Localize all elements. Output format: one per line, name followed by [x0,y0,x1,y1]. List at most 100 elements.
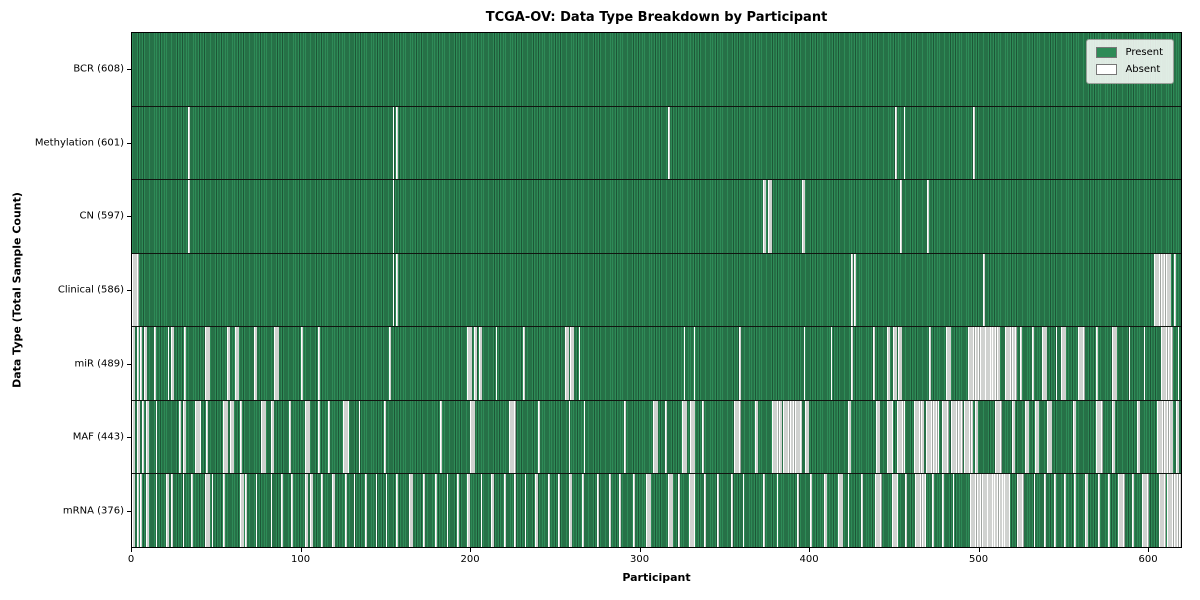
x-tick-mark [300,548,302,552]
absent-stripe [928,327,931,400]
y-tick-label: Clinical (586) [57,284,124,296]
absent-stripe [1035,400,1039,474]
absent-stripe [145,400,149,474]
legend: Present Absent [1086,39,1174,84]
absent-stripe [609,474,611,548]
absent-stripe [140,327,143,400]
absent-stripe [913,400,924,474]
present-swatch [1096,47,1118,58]
absent-stripe [240,400,242,474]
absent-stripe [145,474,149,548]
absent-stripe [690,400,696,474]
absent-stripe [874,474,882,548]
absent-stripe [972,106,975,180]
absent-stripe [582,474,584,548]
y-tick-label: MAF (443) [72,431,124,443]
absent-stripe [568,400,571,474]
absent-stripe [456,474,459,548]
absent-stripe [964,400,973,474]
y-tick-mark [127,216,131,218]
absent-stripe [331,474,336,548]
absent-stripe [1174,253,1176,327]
absent-stripe [994,400,1002,474]
absent-stripe [886,327,890,400]
absent-stripe [270,474,273,548]
absent-stripe [717,474,720,548]
absent-stripe [861,474,863,548]
row-band [132,179,1181,253]
absent-stripe [194,400,202,474]
absent-stripe [230,400,234,474]
absent-stripe [950,400,963,474]
absent-stripe [810,474,813,548]
absent-stripe [1118,474,1126,548]
row-band [132,399,1181,474]
absent-stripe [358,400,361,474]
absent-stripe [328,400,330,474]
absent-stripe [1153,253,1171,327]
absent-stripe [803,327,806,400]
absent-stripe [132,327,136,400]
absent-stripe [170,474,173,548]
absent-stripe [768,180,772,253]
absent-stripe [1047,400,1053,474]
absent-stripe [1177,327,1180,400]
absent-stripe [384,400,386,474]
absent-stripe [1108,474,1110,548]
x-tick-label: 200 [460,554,480,565]
absent-stripe [132,400,136,474]
absent-stripe [480,474,483,548]
legend-entry-present: Present [1096,47,1163,58]
absent-stripe [847,474,850,548]
absent-stripe [467,474,471,548]
absent-stripe [678,474,681,548]
absent-stripe [763,474,765,548]
absent-stripe [664,400,667,474]
absent-stripe [945,327,951,400]
absent-stripe [734,400,742,474]
absent-stripe [1055,327,1058,400]
absent-stripe [900,180,902,253]
absent-stripe [132,474,136,548]
absent-stripe [389,327,391,400]
absent-stripe [353,474,356,548]
absent-stripe [893,327,897,400]
absent-stripe [235,327,239,400]
absent-stripe [392,106,395,180]
absent-stripe [583,400,586,474]
absent-stripe [1167,474,1181,548]
absent-stripe [495,327,498,400]
absent-stripe [142,400,144,474]
absent-stripe [343,400,349,474]
absent-stripe [570,327,574,400]
absent-stripe [873,327,875,400]
absent-stripe [132,253,139,327]
absent-stripe [204,474,210,548]
absent-stripe [739,327,742,400]
absent-stripe [851,327,853,400]
absent-stripe [1137,400,1141,474]
absent-stripe [184,327,187,400]
x-tick-mark [470,548,472,552]
x-tick-label: 600 [1138,554,1158,565]
absent-stripe [763,180,767,253]
absent-stripe [974,400,978,474]
absent-stripe [270,400,275,474]
absent-stripe [375,474,378,548]
absent-stripe [309,474,314,548]
absent-stripe [969,474,1011,548]
absent-stripe [165,474,170,548]
absent-stripe [783,400,802,474]
x-tick-mark [809,548,811,552]
absent-stripe [624,400,627,474]
row-band [132,252,1181,327]
absent-stripe [896,400,906,474]
y-axis-label: Data Type (Total Sample Count) [10,192,24,388]
absent-stripe [478,327,483,400]
x-tick-label: 100 [290,554,311,565]
absent-stripe [137,327,139,400]
x-tick-label: 300 [630,554,650,565]
absent-stripe [1175,400,1180,474]
absent-stripe [830,327,833,400]
